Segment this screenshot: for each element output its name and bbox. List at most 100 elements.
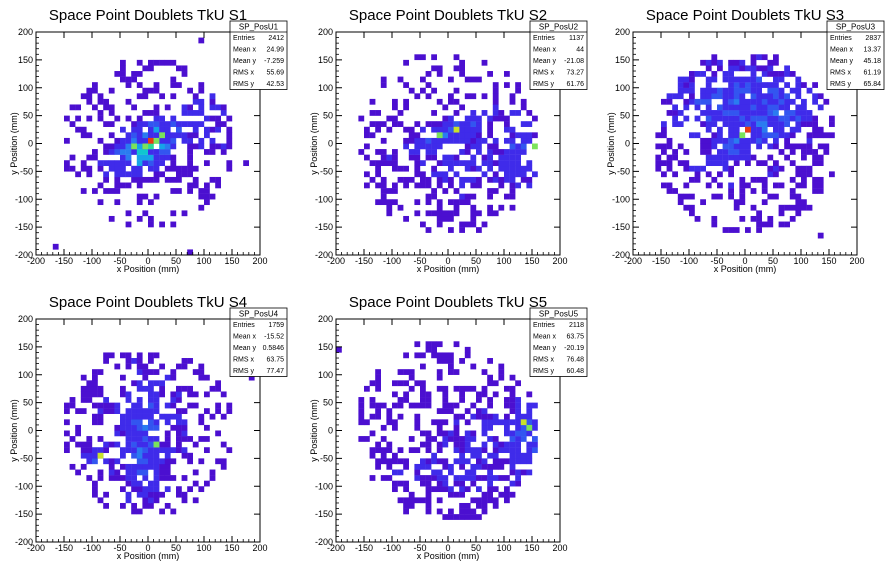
bin [767, 165, 774, 172]
bin [801, 199, 807, 206]
bin [148, 160, 154, 167]
bin [108, 143, 115, 150]
bin [386, 458, 393, 465]
bin [159, 149, 165, 155]
bin [397, 204, 404, 211]
bin [459, 475, 465, 481]
stats-row-label: RMS y [533, 368, 555, 375]
bin [795, 126, 802, 133]
stats-row-label: RMS y [533, 81, 555, 88]
bin [812, 115, 818, 122]
bin [756, 143, 762, 150]
bin [823, 149, 830, 155]
bin [509, 143, 516, 150]
bin [728, 87, 734, 94]
bin [86, 132, 93, 139]
bin [778, 221, 785, 228]
y-tick-label: -50 [20, 166, 33, 176]
bin [773, 59, 779, 66]
x-tick-label: -200 [327, 543, 345, 553]
bin [120, 385, 126, 392]
bin [369, 447, 376, 454]
chart-panel-5: -200 -150 -100 -50 0 50 100 150 200-200-150-100-… [309, 294, 588, 561]
bin [476, 176, 482, 183]
bin [795, 165, 802, 172]
bin [733, 199, 740, 206]
bin [436, 352, 443, 359]
bin [125, 408, 132, 414]
stats-row-value: 0.5846 [263, 345, 285, 352]
bin [159, 363, 165, 370]
bin [170, 115, 177, 122]
bin [683, 98, 690, 105]
bin-hot [520, 419, 527, 426]
bin [125, 447, 132, 454]
bin [453, 65, 460, 72]
x-tick-label: 50 [471, 543, 481, 553]
bin [425, 143, 432, 150]
bin [470, 110, 477, 116]
x-tick-label: 200 [552, 256, 567, 266]
bin [64, 447, 70, 454]
bin [414, 352, 421, 359]
bin [136, 171, 143, 178]
bin [795, 193, 802, 200]
bin [431, 126, 437, 133]
bin [492, 413, 499, 420]
bin [209, 385, 216, 392]
bin [767, 87, 774, 94]
bin [92, 419, 98, 426]
bin [464, 502, 471, 509]
bin [689, 71, 695, 77]
bin [778, 132, 785, 139]
bin [75, 430, 81, 437]
bin [498, 374, 505, 381]
bin [142, 413, 149, 420]
bin [778, 76, 785, 83]
bin [397, 110, 404, 116]
bin [408, 502, 415, 509]
x-tick-label: 0 [445, 256, 450, 266]
bin [756, 87, 762, 94]
bin [520, 469, 527, 476]
bin [75, 441, 81, 448]
bin [103, 149, 109, 155]
bin [442, 480, 449, 487]
bin [386, 204, 393, 211]
bin [131, 469, 137, 476]
bin [442, 137, 449, 144]
bin [103, 121, 109, 127]
bin [92, 82, 98, 88]
bin [526, 469, 533, 476]
bin [375, 369, 381, 375]
bin [801, 149, 807, 155]
bin [487, 210, 493, 217]
stats-row-value: -21.08 [564, 58, 584, 65]
bin [92, 374, 98, 381]
chart-panel-3: -200 -150 -100 -50 0 50 100 150 200-200-150-100-… [606, 7, 885, 274]
bin [108, 104, 115, 111]
bin [103, 98, 109, 105]
bin [509, 436, 516, 442]
bin [386, 154, 393, 161]
bin [125, 143, 132, 150]
bin [414, 475, 421, 481]
bin [448, 160, 454, 167]
bin [204, 447, 210, 454]
bin [425, 227, 432, 233]
bin [80, 391, 87, 398]
bin [801, 182, 807, 189]
bin [745, 182, 751, 189]
y-tick-label: -100 [15, 194, 33, 204]
bin-hot [745, 126, 751, 133]
y-tick-label: 0 [28, 139, 33, 149]
bin [470, 413, 477, 420]
bin [120, 502, 126, 509]
bin [767, 82, 774, 88]
bin [689, 210, 695, 217]
x-axis-label: x Position (mm) [714, 264, 777, 274]
bin [414, 424, 421, 431]
bin [515, 413, 521, 420]
bin [453, 341, 460, 348]
bin [459, 508, 465, 515]
